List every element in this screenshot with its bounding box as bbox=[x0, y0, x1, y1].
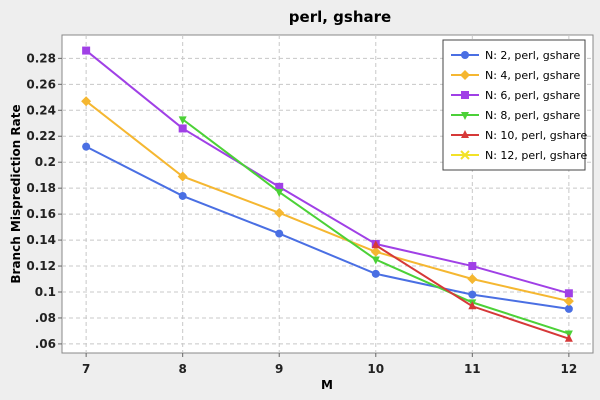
data-point bbox=[178, 124, 187, 133]
legend-marker bbox=[461, 91, 469, 99]
legend-label: N: 8, perl, gshare bbox=[485, 109, 580, 122]
legend-entry: N: 12, perl, gshare bbox=[451, 149, 587, 162]
data-point bbox=[468, 262, 477, 271]
y-tick-label: 0.26 bbox=[26, 77, 56, 91]
x-tick-label: 9 bbox=[275, 362, 283, 376]
legend-label: N: 12, perl, gshare bbox=[485, 149, 587, 162]
legend: N: 2, perl, gshare N: 4, perl, gshare N: 6… bbox=[442, 39, 587, 171]
legend-marker bbox=[460, 70, 470, 80]
y-tick-label: 0.28 bbox=[26, 51, 56, 65]
data-point bbox=[82, 46, 91, 55]
axis-ticks: .06 .08 0.1 0.12 0.14 0.16 0.18 0.2 0.22 0.24 0.26… bbox=[26, 51, 577, 376]
y-tick-label: 0.22 bbox=[26, 129, 56, 143]
x-tick-label: 11 bbox=[464, 362, 481, 376]
legend-label: N: 6, perl, gshare bbox=[485, 89, 580, 102]
data-point bbox=[467, 274, 478, 285]
data-point bbox=[275, 182, 284, 191]
legend-marker bbox=[461, 112, 469, 120]
legend-box bbox=[442, 39, 586, 171]
data-point bbox=[371, 240, 380, 249]
legend-entry: N: 8, perl, gshare bbox=[451, 109, 580, 122]
data-point bbox=[178, 116, 187, 125]
data-point bbox=[275, 229, 284, 238]
series-line bbox=[85, 49, 570, 295]
legend-marker bbox=[460, 150, 470, 160]
data-point bbox=[81, 96, 92, 107]
series-line bbox=[85, 145, 570, 310]
series-4 bbox=[371, 240, 573, 342]
x-tick-label: 7 bbox=[82, 362, 90, 376]
y-tick-label: .06 bbox=[35, 337, 56, 351]
legend-marker bbox=[461, 51, 469, 59]
data-point bbox=[177, 171, 188, 182]
x-tick-label: 8 bbox=[179, 362, 187, 376]
data-point bbox=[371, 269, 380, 278]
legend-entry: N: 2, perl, gshare bbox=[451, 49, 580, 62]
data-point bbox=[468, 290, 477, 299]
series-1 bbox=[81, 96, 574, 307]
y-tick-label: 0.2 bbox=[35, 155, 56, 169]
data-point bbox=[275, 189, 284, 198]
data-point bbox=[274, 207, 285, 218]
legend-entry: N: 6, perl, gshare bbox=[451, 89, 580, 102]
legend-label: N: 2, perl, gshare bbox=[485, 49, 580, 62]
legend-marker bbox=[461, 130, 469, 138]
y-tick-label: 0.1 bbox=[35, 285, 56, 299]
data-point bbox=[563, 296, 574, 307]
data-point bbox=[178, 191, 187, 200]
data-point bbox=[564, 333, 573, 342]
data-point bbox=[82, 142, 91, 151]
series-lines bbox=[81, 46, 574, 342]
data-point bbox=[468, 301, 477, 310]
x-tick-label: 10 bbox=[367, 362, 384, 376]
legend-label: N: 10, perl, gshare bbox=[485, 129, 587, 142]
y-tick-label: 0.16 bbox=[26, 207, 56, 221]
y-tick-label: 0.12 bbox=[26, 259, 56, 273]
data-point bbox=[564, 304, 573, 313]
y-tick-label: .08 bbox=[35, 311, 56, 325]
x-axis-label: M bbox=[321, 378, 333, 392]
legend-label: N: 4, perl, gshare bbox=[485, 69, 580, 82]
chart-title: perl, gshare bbox=[289, 8, 391, 26]
data-point bbox=[564, 289, 573, 298]
y-axis-label: Branch Misprediction Rate bbox=[9, 104, 23, 283]
series-line bbox=[85, 100, 570, 303]
x-tick-label: 12 bbox=[561, 362, 578, 376]
series-0 bbox=[82, 142, 573, 313]
legend-entry: N: 10, perl, gshare bbox=[451, 129, 587, 142]
data-point bbox=[370, 246, 381, 257]
y-tick-label: 0.14 bbox=[26, 233, 56, 247]
y-tick-label: 0.24 bbox=[26, 103, 56, 117]
y-tick-label: 0.18 bbox=[26, 181, 56, 195]
legend-entry: N: 4, perl, gshare bbox=[451, 69, 580, 82]
data-point bbox=[371, 256, 380, 265]
